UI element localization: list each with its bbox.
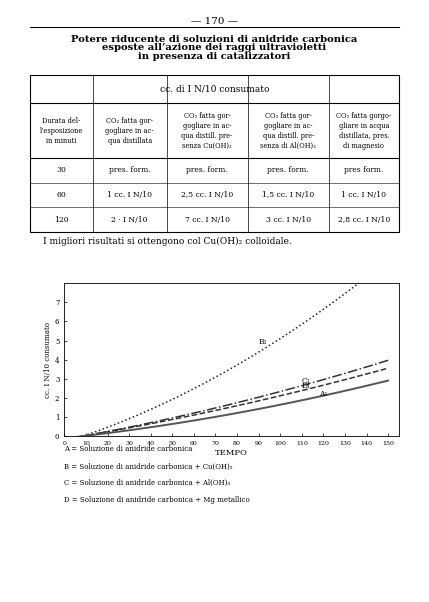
Text: pres. form.: pres. form. (109, 167, 151, 175)
Text: 1 cc. I N/10: 1 cc. I N/10 (341, 191, 387, 199)
Text: — 170 —: — 170 — (191, 17, 238, 26)
Text: B₁: B₁ (259, 338, 267, 346)
Text: pres. form.: pres. form. (267, 167, 309, 175)
Text: in presenza di catalizzatori: in presenza di catalizzatori (138, 52, 291, 61)
Text: 2,5 cc. I N/10: 2,5 cc. I N/10 (181, 191, 233, 199)
Y-axis label: cc. I N/10 consumato: cc. I N/10 consumato (44, 321, 52, 398)
Text: 7 cc. I N/10: 7 cc. I N/10 (184, 216, 230, 223)
Text: C = Soluzione di anidride carbonica + Al(OH)₃: C = Soluzione di anidride carbonica + Al… (64, 479, 230, 487)
Text: CO₂ fatta gor-
gogliare in ac-
qua distillata: CO₂ fatta gor- gogliare in ac- qua disti… (106, 117, 154, 144)
Text: Potere riducente di soluzioni di anidride carbonica: Potere riducente di soluzioni di anidrid… (71, 35, 358, 44)
Text: I migliori risultati si ottengono col Cu(OH)₂ colloidale.: I migliori risultati si ottengono col Cu… (43, 237, 292, 246)
Text: Durata del-
l’esposizione
in minuti: Durata del- l’esposizione in minuti (40, 117, 83, 144)
Text: A = Soluzione di anidride carbonica: A = Soluzione di anidride carbonica (64, 445, 193, 453)
Text: pres form.: pres form. (344, 167, 384, 175)
Text: cc. di I N/10 consumato: cc. di I N/10 consumato (160, 85, 269, 94)
Text: D = Soluzione di anidride carbonica + Mg metallico: D = Soluzione di anidride carbonica + Mg… (64, 496, 250, 504)
Text: 60: 60 (57, 191, 66, 199)
Text: 2 · I N/10: 2 · I N/10 (112, 216, 148, 223)
Text: 1 cc. I N/10: 1 cc. I N/10 (107, 191, 152, 199)
Text: 1,5 cc. I N/10: 1,5 cc. I N/10 (262, 191, 314, 199)
Text: CO₂ fatta gor-
gogliare in ac-
qua distill. pre-
senza di Al(OH)₃: CO₂ fatta gor- gogliare in ac- qua disti… (260, 112, 316, 149)
X-axis label: TEMPO: TEMPO (215, 449, 248, 457)
Text: 3 cc. I N/10: 3 cc. I N/10 (266, 216, 311, 223)
Text: pres. form.: pres. form. (186, 167, 228, 175)
Text: esposte all’azione dei raggi ultravioletti: esposte all’azione dei raggi ultraviolet… (103, 43, 326, 52)
Text: A₁: A₁ (319, 390, 328, 398)
Text: B = Soluzione di anidride carbonica + Cu(OH)₂: B = Soluzione di anidride carbonica + Cu… (64, 462, 233, 470)
Text: CO₂ fatta gorgo-
gliare in acqua
distillata, pres.
di magnesio: CO₂ fatta gorgo- gliare in acqua distill… (336, 112, 392, 149)
Text: D₁: D₁ (302, 382, 311, 391)
Text: CO₂ fatta gor-
gogliare in ac-
qua distill. pre-
senza Cu(OH)₂: CO₂ fatta gor- gogliare in ac- qua disti… (181, 112, 233, 149)
Text: 2,8 cc. I N/10: 2,8 cc. I N/10 (338, 216, 390, 223)
Text: C₁: C₁ (302, 377, 311, 385)
Text: 30: 30 (57, 167, 66, 175)
Text: 120: 120 (54, 216, 69, 223)
